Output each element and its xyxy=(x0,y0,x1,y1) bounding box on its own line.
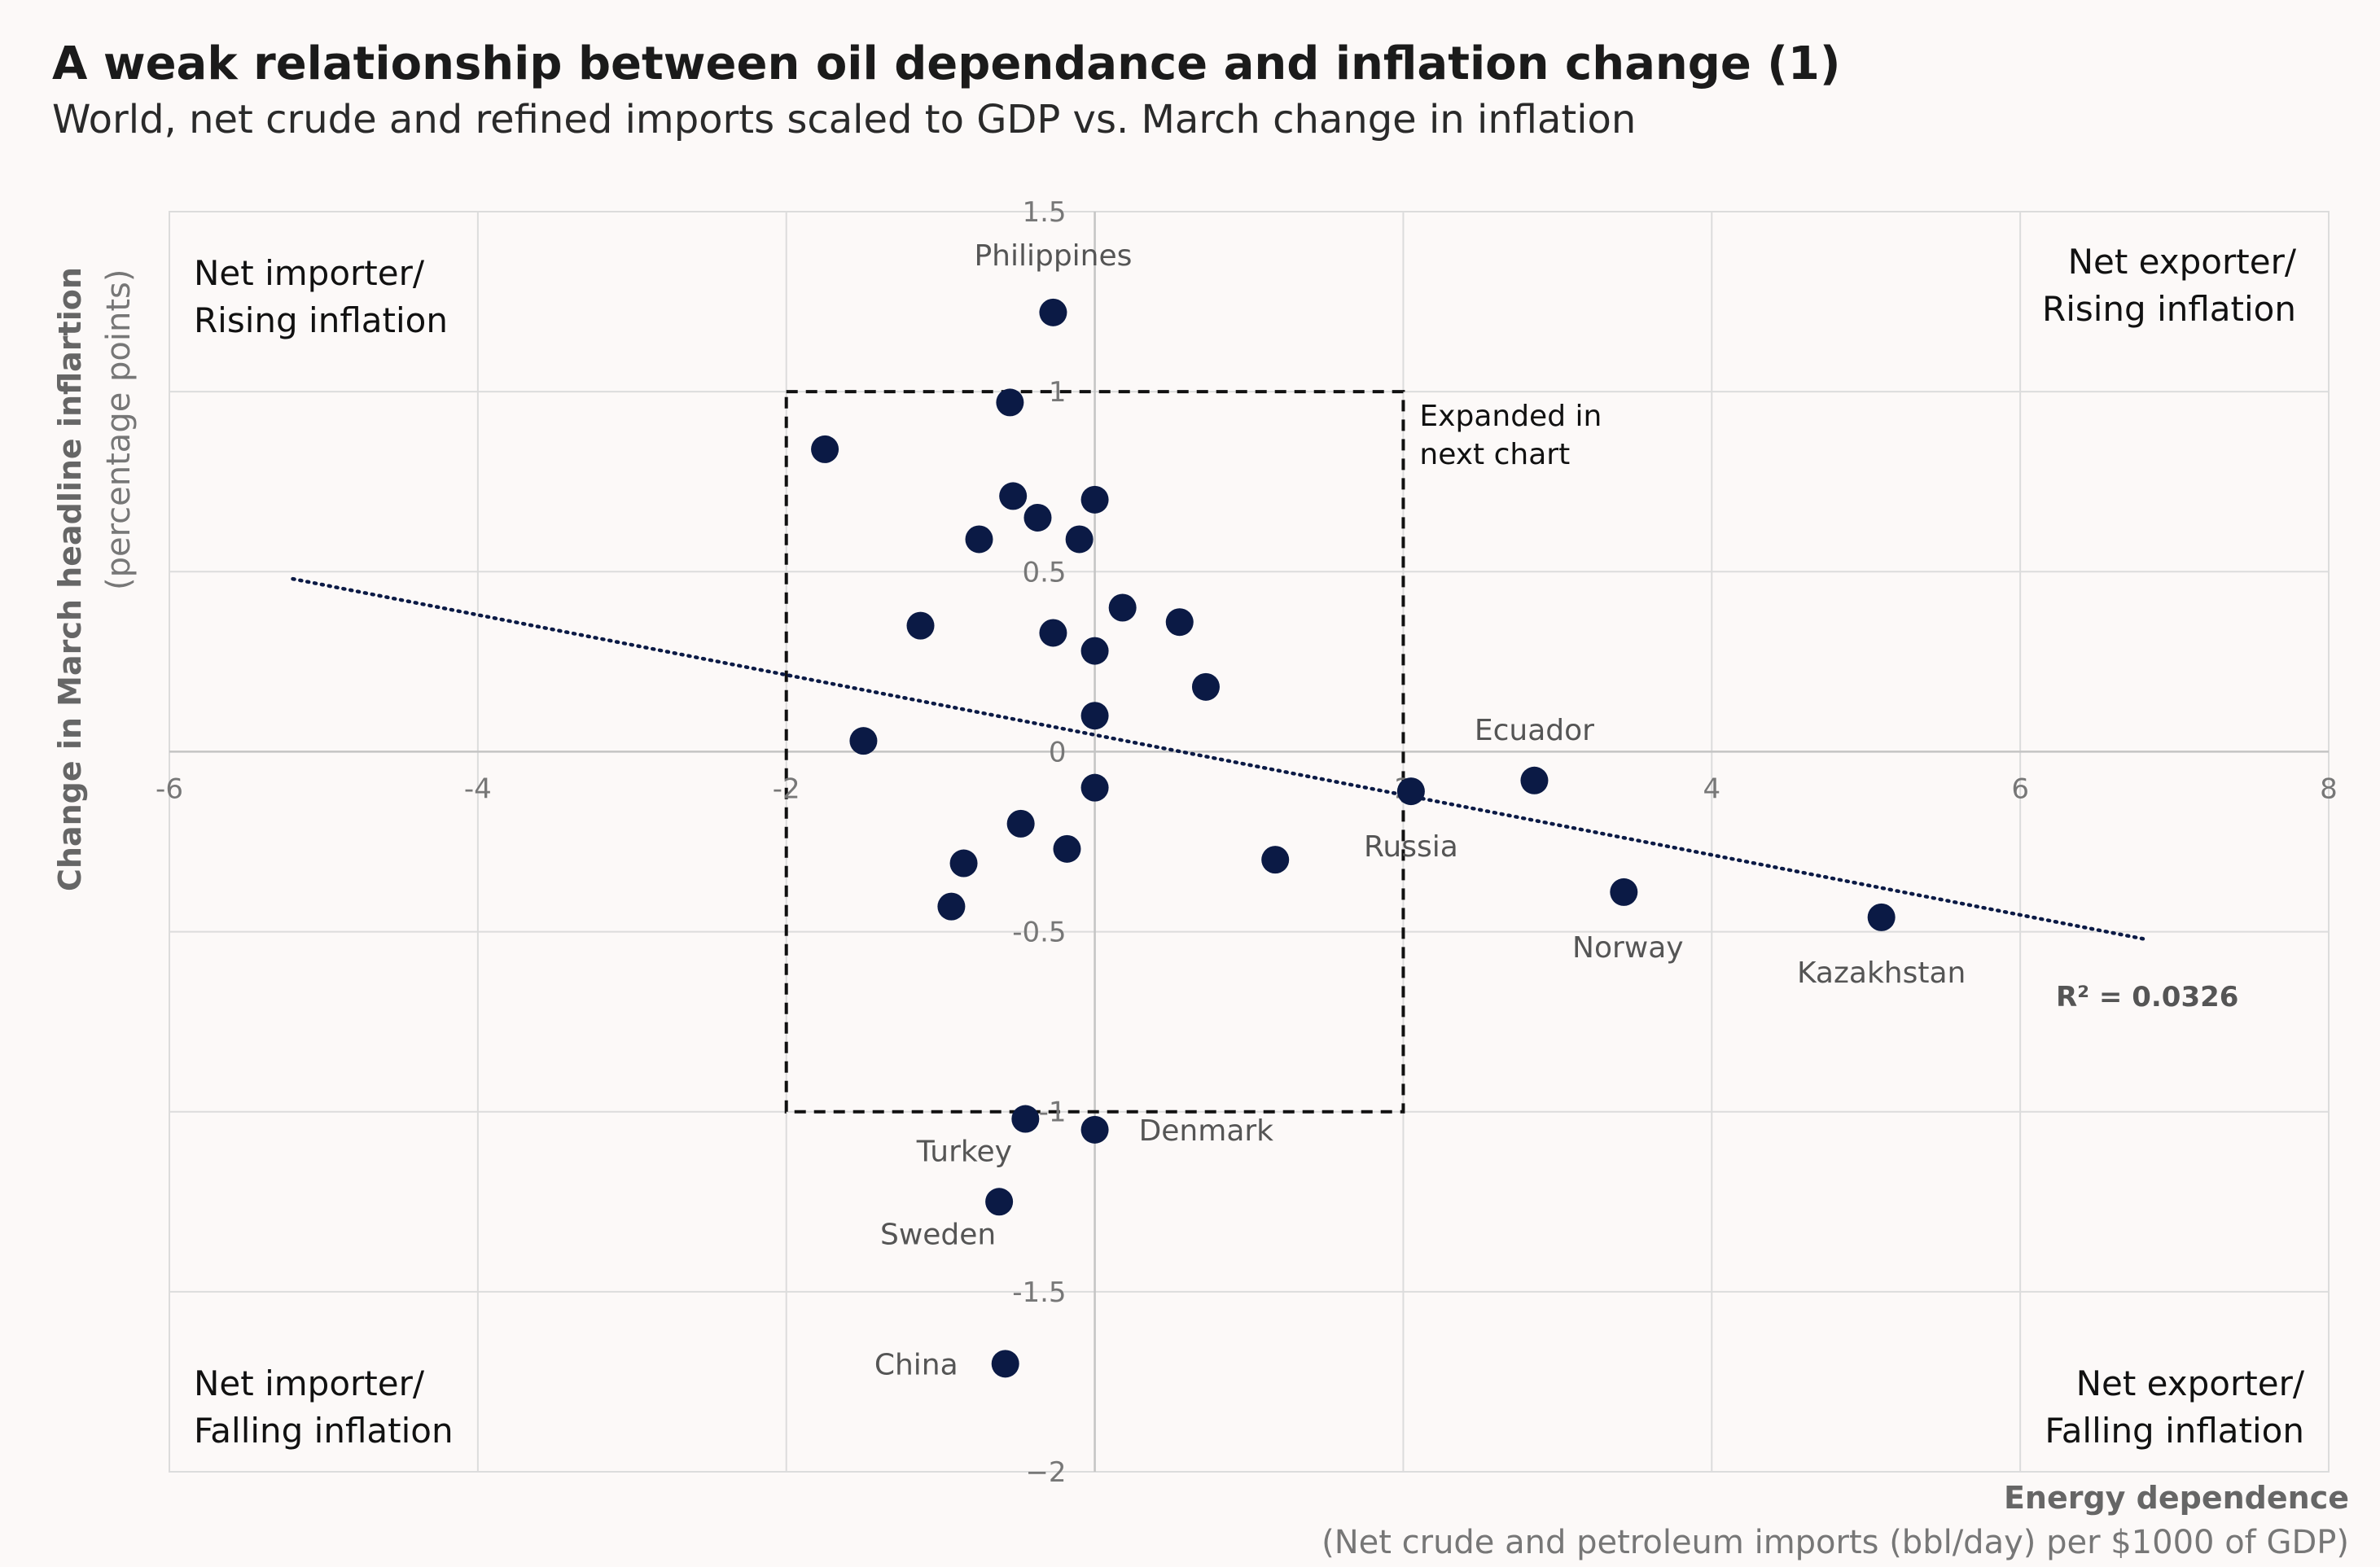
point-label: Russia xyxy=(1364,830,1458,864)
quadrant-labels: Net importer/Rising inflation Net exporte… xyxy=(194,242,2305,1451)
y-tick-label: 0 xyxy=(1049,736,1067,768)
x-tick-label: -6 xyxy=(156,773,183,805)
x-tick-label: 6 xyxy=(2011,773,2029,805)
point-label: Philippines xyxy=(974,239,1132,273)
x-axis-subtitle: (Net crude and petroleum imports (bbl/da… xyxy=(1321,1524,2349,1561)
gridlines xyxy=(169,211,2330,1473)
data-point xyxy=(949,849,978,878)
data-point xyxy=(996,388,1024,417)
quadrant-label-line1: Net importer/ xyxy=(194,253,425,293)
data-point xyxy=(1165,608,1194,637)
y-tick-label: −2 xyxy=(1025,1456,1066,1489)
data-point xyxy=(1080,773,1109,802)
data-point xyxy=(849,727,878,755)
expanded-note-line1: Expanded in xyxy=(1419,400,1602,433)
data-point xyxy=(965,525,993,554)
data-point xyxy=(999,482,1028,510)
quadrant-label-line2: Rising inflation xyxy=(2042,289,2296,329)
quadrant-label-line1: Net exporter/ xyxy=(2076,1363,2305,1403)
x-tick-label: -4 xyxy=(464,773,492,805)
trendline xyxy=(291,576,2146,941)
x-axis-title: Energy dependence xyxy=(2004,1480,2349,1516)
data-point xyxy=(1080,485,1109,514)
point-labels: Philippines Russia Ecuador Norway Kazakhstan… xyxy=(874,239,1966,1381)
data-point xyxy=(991,1350,1019,1378)
expanded-note-line2: next chart xyxy=(1419,438,1570,471)
data-point xyxy=(1261,846,1290,874)
zero-axes xyxy=(169,212,2329,1472)
data-point xyxy=(1610,878,1638,906)
x-tick-label: 8 xyxy=(2320,773,2338,805)
data-point xyxy=(1520,766,1549,794)
r-squared-label: R² = 0.0326 xyxy=(2056,981,2238,1013)
y-tick-label: -1.5 xyxy=(1012,1276,1066,1309)
y-tick-label: 1 xyxy=(1049,376,1067,409)
data-point xyxy=(1023,503,1052,532)
data-point xyxy=(811,435,839,463)
plot-frame xyxy=(169,211,2330,1473)
chart-title: A weak relationship between oil dependan… xyxy=(52,37,1840,90)
data-points xyxy=(811,298,1896,1378)
data-point xyxy=(1396,777,1425,806)
quadrant-label-line2: Falling inflation xyxy=(194,1411,454,1451)
data-point xyxy=(1006,809,1035,838)
data-point xyxy=(1080,637,1109,665)
data-point xyxy=(1080,702,1109,730)
trendline-group: R² = 0.0326 xyxy=(291,576,2238,1013)
data-point xyxy=(1053,834,1081,863)
point-label: China xyxy=(874,1348,958,1381)
quadrant-label-line2: Falling inflation xyxy=(2045,1411,2304,1451)
data-point xyxy=(1108,593,1137,622)
point-label: Norway xyxy=(1572,931,1684,965)
x-tick-label: 4 xyxy=(1703,773,1720,805)
quadrant-label-line1: Net exporter/ xyxy=(2068,242,2297,282)
point-label: Sweden xyxy=(880,1218,996,1251)
data-point xyxy=(937,892,966,921)
point-label: Ecuador xyxy=(1475,714,1594,747)
data-point xyxy=(985,1188,1014,1216)
quadrant-label-line1: Net importer/ xyxy=(194,1363,425,1403)
tick-labels: -6-4-202468−2-1.5-1-0.500.511.5 xyxy=(156,196,2338,1489)
chart-subtitle: World, net crude and refined imports sca… xyxy=(52,97,1636,142)
data-point xyxy=(1080,1115,1109,1144)
point-label: Denmark xyxy=(1139,1114,1274,1148)
y-axis-subtitle: (percentage points) xyxy=(100,269,138,591)
point-label: Kazakhstan xyxy=(1797,956,1966,990)
data-point xyxy=(1065,525,1094,554)
data-point xyxy=(1867,903,1896,931)
data-point xyxy=(1191,672,1220,701)
y-axis-title: Change in March headline inflartion xyxy=(52,267,88,891)
y-tick-label: -1 xyxy=(1039,1096,1067,1129)
data-point xyxy=(906,611,935,640)
expanded-region: Expanded in next chart xyxy=(784,390,1602,1114)
y-tick-label: 1.5 xyxy=(1022,196,1066,229)
expanded-box xyxy=(784,390,1405,1114)
y-tick-label: 0.5 xyxy=(1022,556,1066,589)
x-tick-label: -2 xyxy=(773,773,800,805)
data-point xyxy=(1039,619,1067,647)
point-label: Turkey xyxy=(916,1136,1012,1169)
quadrant-label-line2: Rising inflation xyxy=(194,300,448,340)
y-tick-label: -0.5 xyxy=(1012,917,1066,949)
data-point xyxy=(1011,1105,1040,1133)
data-point xyxy=(1039,298,1067,326)
